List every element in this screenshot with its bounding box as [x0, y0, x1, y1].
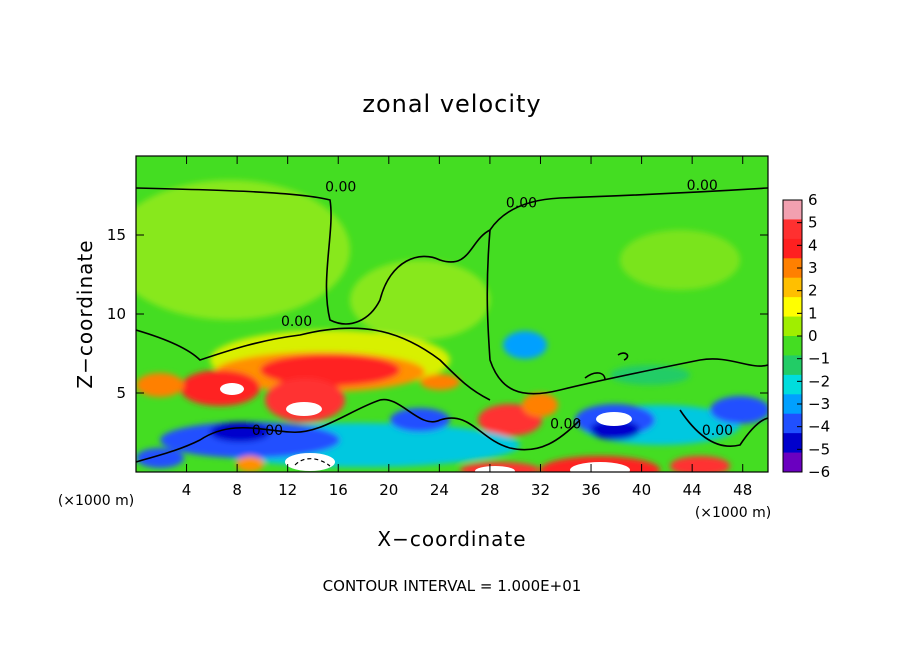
- x-tick-label: 32: [531, 481, 550, 499]
- zero-contour-line: [136, 398, 581, 463]
- red-zone: [670, 456, 730, 472]
- red-zone: [260, 354, 400, 386]
- contour-label: 0.00: [325, 180, 356, 196]
- saturated-core: [220, 383, 244, 395]
- colorbar-swatch: [783, 394, 802, 415]
- colorbar-label: −5: [808, 440, 830, 458]
- x-axis-title: X−coordinate: [377, 527, 526, 551]
- x-tick-label: 28: [480, 481, 499, 499]
- x-tick-label: 40: [632, 481, 651, 499]
- contour-label: 0.00: [281, 314, 312, 330]
- colorbar-swatch: [783, 316, 802, 337]
- colorbar-swatch: [783, 297, 802, 318]
- chart-title: zonal velocity: [362, 90, 541, 118]
- upper-light-green-zone: [136, 180, 350, 320]
- velocity-field: [136, 156, 768, 472]
- x-tick-label: 44: [683, 481, 702, 499]
- cyan-zone: [503, 331, 547, 359]
- y-axis-title: Z−coordinate: [73, 239, 97, 388]
- y-tick-label: 5: [116, 384, 126, 402]
- y-tick-label: 15: [107, 226, 126, 244]
- cyan-zone: [610, 365, 690, 385]
- zero-contour-line: [679, 409, 768, 447]
- contour-label: 0.00: [687, 178, 718, 194]
- red-zone: [265, 378, 345, 422]
- upper-light-green-zone: [620, 230, 740, 290]
- colorbar-swatch: [783, 413, 802, 434]
- x-unit-right: (×1000 m): [695, 505, 771, 521]
- x-tick-label: 12: [278, 481, 297, 499]
- orange-zone: [522, 393, 558, 417]
- saturated-core: [475, 466, 515, 472]
- colorbar-label: −6: [808, 463, 830, 481]
- blue-zone: [390, 408, 450, 432]
- contour-label: 0.00: [506, 195, 537, 211]
- colorbar-label: −4: [808, 418, 830, 436]
- colorbar-swatch: [783, 433, 802, 454]
- colorbar: 6 5 4 3 2 1 0 −1 −2 −3 −4 −5 −6: [782, 191, 830, 481]
- contour-interval-note: CONTOUR INTERVAL = 1.000E+01: [323, 577, 582, 595]
- colorbar-swatch: [783, 277, 802, 298]
- contour-labels: 0.00 0.00 0.00 0.00 0.00 0.00 0.00: [252, 178, 733, 439]
- colorbar-label: −2: [808, 372, 830, 390]
- colorbar-label: 0: [808, 327, 818, 345]
- colorbar-label: 5: [808, 214, 818, 232]
- zero-contour-line: [617, 352, 629, 361]
- colorbar-label: 1: [808, 304, 818, 322]
- colorbar-swatch: [783, 374, 802, 395]
- x-tick-label: 16: [329, 481, 348, 499]
- x-tick-label: 4: [182, 481, 192, 499]
- colorbar-label: 4: [808, 236, 818, 254]
- colorbar-swatch: [783, 336, 802, 356]
- colorbar-swatch: [783, 258, 802, 279]
- blue-zone: [136, 448, 184, 468]
- x-tick-label: 8: [232, 481, 242, 499]
- colorbar-label: −3: [808, 395, 830, 413]
- zero-contour-line: [584, 372, 606, 381]
- x-tick-label: 48: [733, 481, 752, 499]
- colorbar-label: 2: [808, 282, 818, 300]
- negative-contour-line: [294, 458, 331, 467]
- zero-contour-line: [136, 327, 491, 401]
- colorbar-swatch: [783, 355, 802, 376]
- saturated-core: [285, 453, 335, 471]
- colorbar-swatch: [783, 452, 802, 473]
- orange-zone: [136, 373, 184, 397]
- saturated-core: [596, 412, 632, 426]
- colorbar-label: 6: [808, 191, 818, 209]
- colorbar-swatch: [783, 219, 802, 240]
- colorbar-label: −1: [808, 350, 830, 368]
- zero-contour-line: [486, 229, 768, 395]
- x-tick-label: 24: [430, 481, 449, 499]
- x-tick-label: 36: [581, 481, 600, 499]
- dark-blue-zone: [210, 422, 270, 442]
- y-tick-label: 10: [107, 305, 126, 323]
- colorbar-swatch: [783, 200, 802, 220]
- saturated-core: [286, 402, 322, 416]
- orange-zone: [420, 374, 460, 390]
- zero-contour-line: [136, 187, 768, 325]
- x-unit-left: (×1000 m): [58, 493, 134, 509]
- colorbar-swatch: [783, 238, 802, 259]
- x-tick-label: 20: [379, 481, 398, 499]
- x-axis-ticks: 4 8 12 16 20 24 28 32 36 40 44 48: [182, 156, 752, 499]
- contour-label: 0.00: [550, 417, 581, 433]
- upper-light-green-zone: [350, 260, 490, 340]
- y-axis-ticks: 5 10 15: [107, 226, 768, 402]
- saturated-core: [570, 462, 630, 472]
- orange-zone: [236, 456, 264, 472]
- blue-zone: [710, 396, 768, 424]
- red-zone: [180, 370, 260, 406]
- contour-label: 0.00: [702, 423, 733, 439]
- colorbar-label: 3: [808, 259, 818, 277]
- contour-label: 0.00: [252, 423, 283, 439]
- dark-blue-zone: [590, 420, 640, 440]
